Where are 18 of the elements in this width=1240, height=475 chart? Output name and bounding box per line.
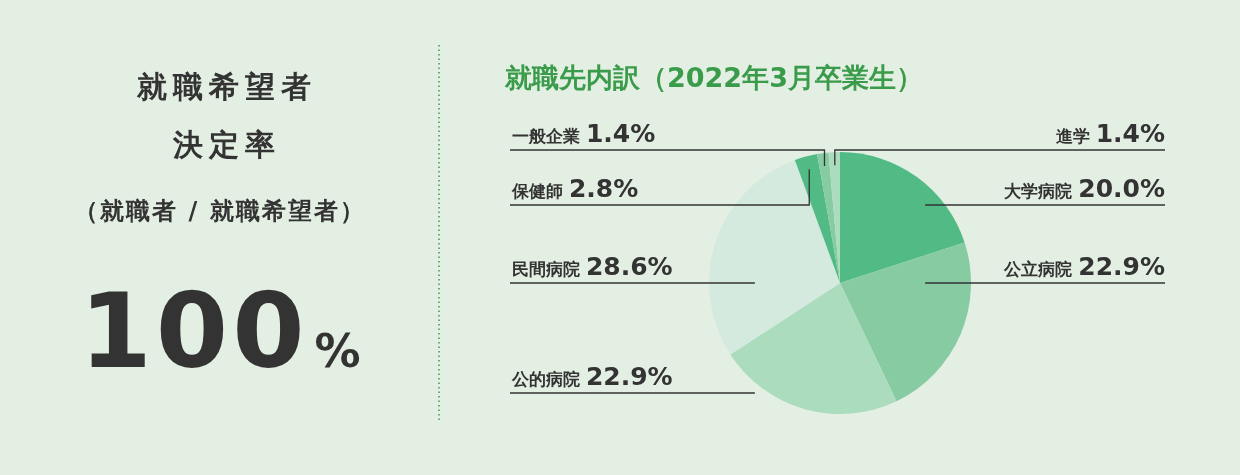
slice-label: 民間病院 bbox=[512, 259, 586, 279]
data-label: 28.6% bbox=[585, 252, 673, 281]
slice-label: 保健師 bbox=[511, 181, 569, 201]
slice-label: 大学病院 bbox=[1004, 181, 1079, 201]
data-label: 2.8% bbox=[568, 174, 639, 203]
slice-label: 公立病院 bbox=[1003, 259, 1079, 279]
data-label: 22.9% bbox=[1078, 252, 1165, 281]
data-label: 20.0% bbox=[1078, 174, 1165, 203]
slice-label: 進学 bbox=[1055, 126, 1096, 146]
chart-title: 就職先内訳（2022年3月卒業生） bbox=[504, 62, 923, 93]
slice-label: 公的病院 bbox=[511, 369, 586, 389]
text: 100% bbox=[79, 270, 361, 392]
data-label: 1.4% bbox=[585, 119, 656, 148]
text: （就職者 / 就職希望者） bbox=[73, 196, 367, 227]
data-label: 22.9% bbox=[585, 362, 673, 391]
data-label: 1.4% bbox=[1095, 119, 1165, 148]
text: 就職希望者決定率 bbox=[136, 68, 318, 164]
slice-label: 一般企業 bbox=[512, 126, 586, 146]
